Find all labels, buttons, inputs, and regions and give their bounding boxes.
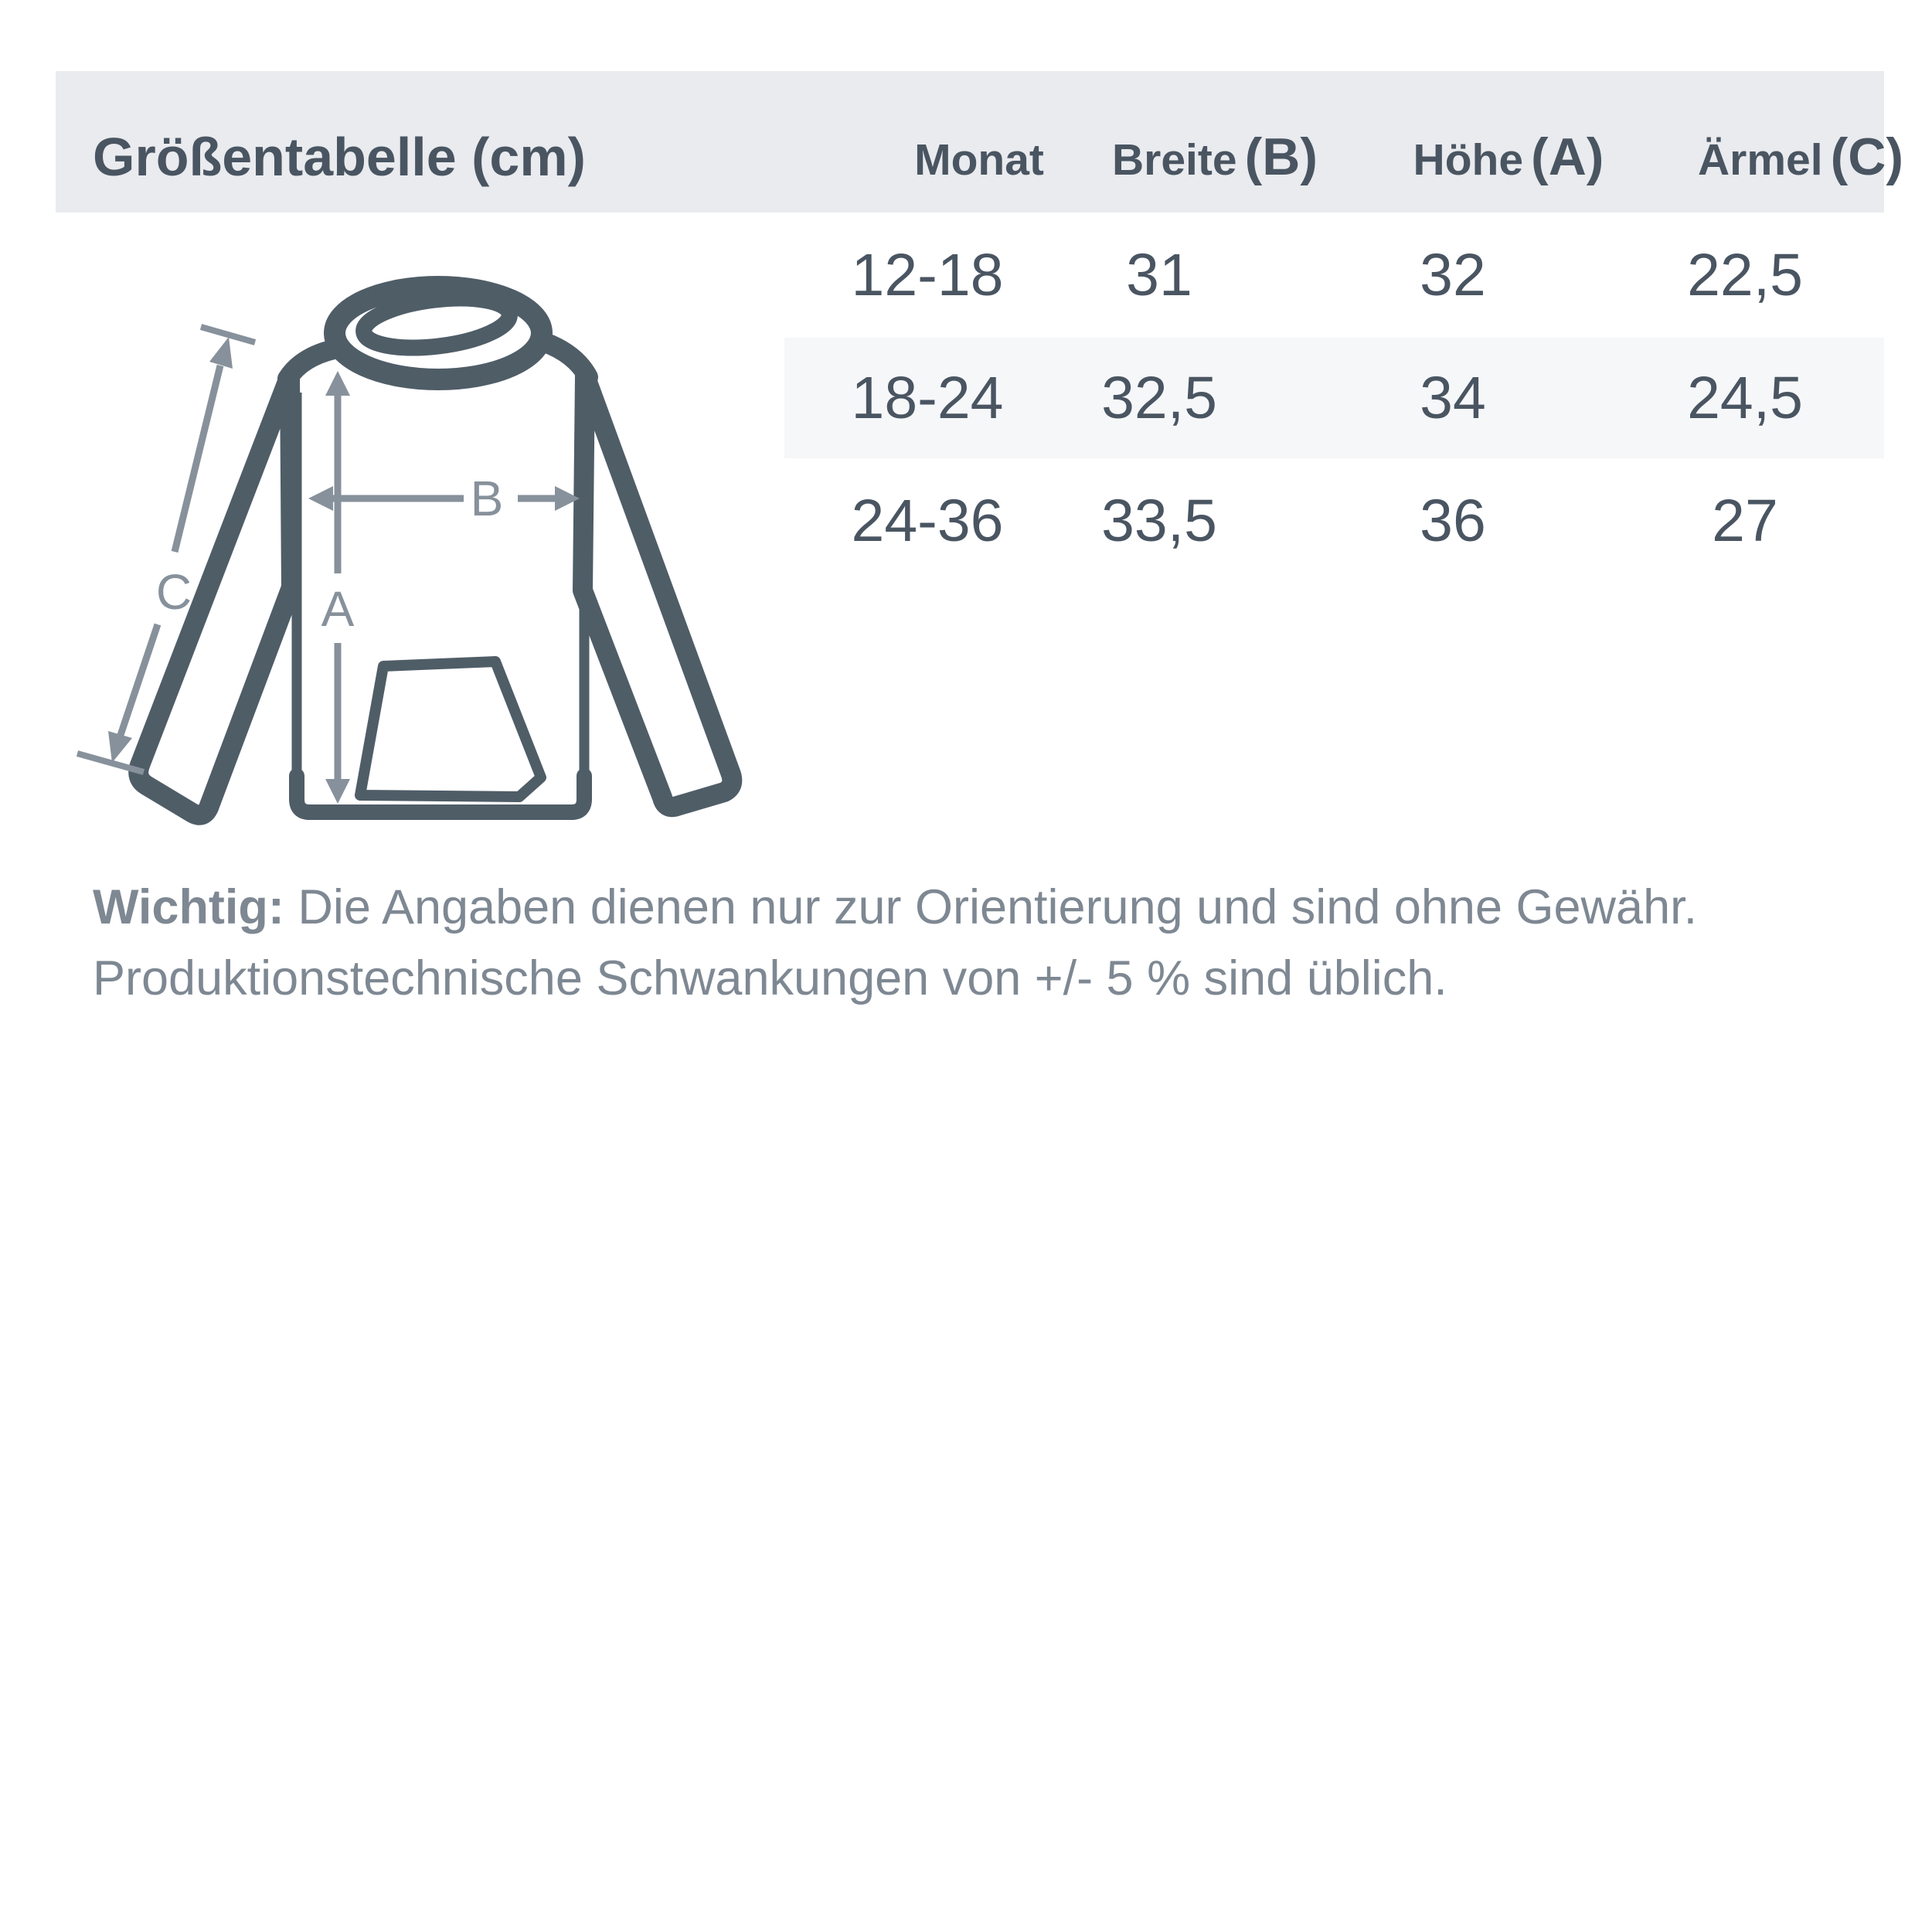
dimension-arrow-a: A — [321, 371, 355, 804]
column-header-label: Ärmel — [1698, 135, 1823, 185]
arrow-c-shaft — [117, 623, 162, 736]
hoodie-right-sleeve — [573, 366, 743, 818]
hoodie-left-shoulder — [277, 339, 344, 389]
disclaimer-line-2: Produktionstechnische Schwankungen von +… — [93, 951, 1447, 1005]
arrow-c-shaft — [171, 364, 224, 553]
arrow-a-bottom-head-icon — [325, 779, 350, 804]
dimension-arrow-b: B — [308, 471, 580, 526]
disclaimer-line-1: Wichtig: Die Angaben dienen nur zur Orie… — [93, 872, 1870, 943]
cell-breite: 33,5 — [1101, 488, 1217, 554]
hoodie-hem — [289, 768, 592, 820]
disclaimer-text: Die Angaben dienen nur zur Orientierung … — [298, 880, 1698, 934]
cell-hoehe: 34 — [1420, 365, 1486, 431]
arrow-c-top-tick — [199, 324, 257, 345]
column-header-label: Monat — [914, 135, 1044, 185]
hood-inner-ring — [355, 290, 518, 356]
page-title: Größentabelle (cm) — [93, 127, 586, 187]
table-row: 24-36 33,5 36 27 — [0, 460, 1932, 582]
arrow-c-bottom-tick — [76, 750, 145, 775]
cell-monat: 12-18 — [851, 242, 1004, 308]
disclaimer-lead: Wichtig: — [93, 880, 284, 934]
column-header-monat: Monat — [840, 87, 1126, 228]
cell-monat: 24-36 — [851, 488, 1004, 554]
dimension-label-b: B — [471, 471, 504, 526]
disclaimer-note: Wichtig: Die Angaben dienen nur zur Orie… — [93, 872, 1870, 1014]
dimension-label-c: C — [156, 564, 192, 620]
arrow-b-right-head-icon — [555, 486, 580, 511]
cell-aermel: 27 — [1712, 488, 1778, 554]
dimension-label-a: A — [321, 581, 355, 637]
hood-outer-ring — [324, 276, 553, 390]
table-header-band: Größentabelle (cm) Monat Breite (B) Höhe(… — [56, 71, 1903, 213]
cell-hoehe: 32 — [1420, 242, 1486, 308]
cell-monat: 18-24 — [851, 365, 1004, 431]
arrow-c-top-head-icon — [209, 337, 233, 369]
cell-aermel: 24,5 — [1687, 365, 1803, 431]
column-header-label: Höhe — [1413, 135, 1524, 185]
table-row: 12-18 31 32 22,5 — [0, 214, 1932, 336]
cell-hoehe: 36 — [1420, 488, 1486, 554]
arrow-a-top-head-icon — [325, 371, 350, 396]
column-header-breite: Breite (B) — [1076, 87, 1354, 228]
cell-breite: 31 — [1126, 242, 1192, 308]
hoodie-size-diagram: A B C — [76, 276, 743, 825]
column-header-code: (C) — [1830, 128, 1903, 186]
row-stripe — [784, 338, 1884, 458]
cell-breite: 32,5 — [1101, 365, 1217, 431]
hoodie-pocket — [355, 656, 546, 802]
table-row: 18-24 32,5 34 24,5 — [0, 338, 1932, 458]
dimension-arrow-c: C — [76, 324, 257, 775]
column-header-aermel: Ärmel (C) — [1662, 87, 1932, 228]
arrow-c-bottom-head-icon — [108, 731, 132, 763]
arrow-b-left-head-icon — [308, 486, 333, 511]
cell-aermel: 22,5 — [1687, 242, 1803, 308]
column-header-label: Breite — [1112, 135, 1237, 185]
column-header-code: (A) — [1531, 128, 1604, 186]
column-header-hoehe: Höhe (A) — [1369, 87, 1648, 228]
column-header-code: (B) — [1244, 128, 1318, 186]
